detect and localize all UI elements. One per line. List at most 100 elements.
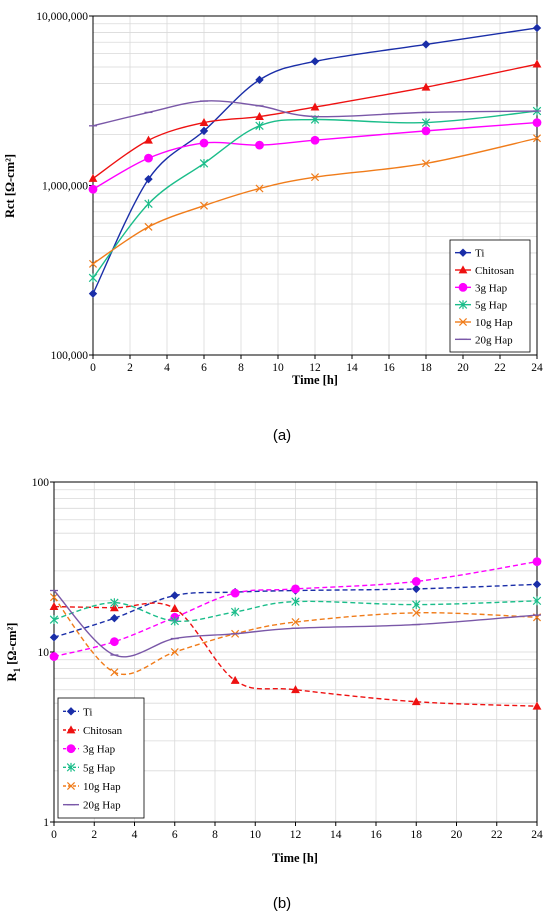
b-data-point [49,593,59,602]
a-legend-swatch-marker [458,300,468,310]
b-data-point [170,616,179,626]
a-data-point [532,23,542,33]
a-data-point [144,199,153,209]
chart-b-y-axis-label-sub: 1 [12,667,22,672]
a-data-point [88,259,98,268]
b-legend-label: 3g Hap [83,744,116,756]
a-data-point [199,201,209,210]
b-series-line [53,600,538,622]
chart-b-y-axis-label-main: R [5,671,19,681]
a-data-point [88,289,98,298]
a-data-point [144,153,153,163]
b-x-tick-label: 20 [451,829,463,841]
a-data-point [144,135,153,144]
a-series-20g-hap [89,100,541,127]
b-data-point [170,604,180,613]
b-legend-label: 20g Hap [83,800,121,812]
b-x-tick-label: 12 [290,829,302,841]
b-legend-swatch-marker [66,762,76,772]
a-data-point [421,82,431,91]
a-data-point [255,121,264,131]
chart-b-series [49,557,542,710]
b-data-point [49,633,59,642]
b-data-point [110,614,119,623]
a-data-point [310,102,320,111]
a-legend-swatch-marker [458,265,468,274]
b-legend-swatch-marker [66,725,76,734]
b-legend-label: Ti [83,706,92,718]
b-x-tick-label: 10 [250,829,262,841]
b-data-point [412,608,421,617]
chart-a-legend: Ti Chitosan 3g Hap 5g Hap 10g Hap 20g Hap [449,239,531,353]
a-x-tick-label: 0 [90,362,96,374]
a-data-point [421,118,431,128]
a-data-point [144,174,153,184]
b-data-point [170,647,179,657]
a-x-tick-label: 22 [494,362,506,374]
b-data-point [412,600,421,610]
a-legend-swatch-marker [458,317,468,327]
b-series-20g-hap [50,589,541,658]
b-y-tick-label: 10 [38,647,50,659]
b-x-tick-label: 24 [531,829,543,841]
b-data-point [230,607,240,617]
a-x-tick-label: 14 [346,362,358,374]
a-x-tick-label: 10 [272,362,284,374]
a-data-point [88,173,98,182]
chart-a-caption: (a) [273,427,291,444]
chart-a-series [88,23,542,298]
a-x-tick-label: 24 [531,362,543,374]
b-legend-label: 5g Hap [83,762,116,774]
chart-a-x-axis-label: Time [h] [292,373,338,387]
b-data-point [412,584,421,594]
chart-b-y-axis-label: R1 [Ω-cm²] [5,623,22,682]
chart-b-y-axis-label-rest: [Ω-cm²] [5,623,19,668]
a-x-tick-label: 4 [164,362,170,374]
a-legend-label: 3g Hap [475,282,508,294]
a-data-point [255,140,264,150]
a-data-point [532,134,542,143]
b-data-point [532,596,542,606]
a-data-point [310,57,320,66]
b-data-point [110,598,119,608]
b-x-tick-label: 14 [330,829,342,841]
b-data-point [230,675,240,684]
b-data-point [291,685,300,694]
b-legend-swatch-marker [66,781,76,791]
b-data-point [170,591,179,600]
a-data-point [199,138,209,148]
a-data-point [421,40,431,49]
b-x-tick-label: 0 [51,829,57,841]
a-x-tick-label: 2 [127,362,133,374]
b-data-point [291,584,300,594]
b-x-tick-label: 6 [172,829,178,841]
a-x-tick-label: 6 [201,362,207,374]
a-legend-label: 20g Hap [475,334,513,346]
b-data-point [49,615,59,625]
b-x-tick-label: 4 [132,829,138,841]
chart-a-x-ticks: 0 2 4 6 8 10 12 14 16 18 20 22 24 [90,355,543,374]
a-x-tick-label: 8 [238,362,244,374]
b-series-3g-hap [49,557,542,661]
a-legend-label: Ti [475,248,484,260]
a-data-point [310,173,320,182]
b-legend-swatch-marker [66,707,76,716]
b-x-tick-label: 2 [91,829,97,841]
a-data-point [421,159,431,168]
a-x-tick-label: 18 [420,362,432,374]
chart-b-caption: (b) [273,895,291,912]
a-legend-swatch-marker [458,248,468,257]
b-series-line [53,560,538,658]
chart-a-y-axis-label: Rct [Ω-cm²] [3,154,17,218]
b-data-point [49,652,59,661]
chart-b-x-ticks: 0 2 4 6 8 10 12 14 16 18 20 22 24 [51,822,543,841]
a-data-point [532,59,542,68]
a-series-3g-hap [88,118,542,194]
a-data-point [88,184,98,194]
b-legend-swatch-marker [66,744,76,754]
b-data-point [411,577,421,586]
b-x-tick-label: 22 [491,829,503,841]
b-x-tick-label: 18 [411,829,423,841]
b-data-point [110,668,119,677]
a-series-chitosan [88,59,542,182]
